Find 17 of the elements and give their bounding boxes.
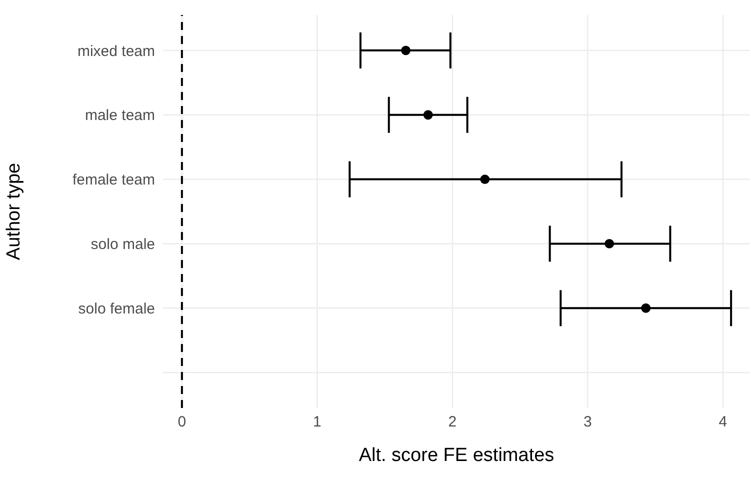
x-tick-label: 0 — [178, 414, 186, 431]
point — [641, 303, 651, 313]
y-tick-label: mixed team — [77, 42, 155, 60]
point — [604, 239, 614, 248]
x-tick-label: 3 — [584, 414, 592, 431]
y-tick-label: solo male — [90, 236, 155, 254]
x-tick-label: 4 — [718, 414, 728, 431]
x-tick-label: 2 — [448, 414, 457, 431]
y-tick-label: female team — [72, 172, 155, 189]
point — [401, 46, 410, 56]
y-tick-label: male team — [84, 107, 155, 124]
point — [480, 174, 490, 184]
x-tick-label: 1 — [313, 414, 322, 431]
y-tick-label: solo female — [78, 300, 155, 318]
point — [423, 110, 433, 120]
y-axis-title: Author type — [4, 162, 25, 260]
x-axis-title: Alt. score FE estimates — [358, 445, 554, 466]
